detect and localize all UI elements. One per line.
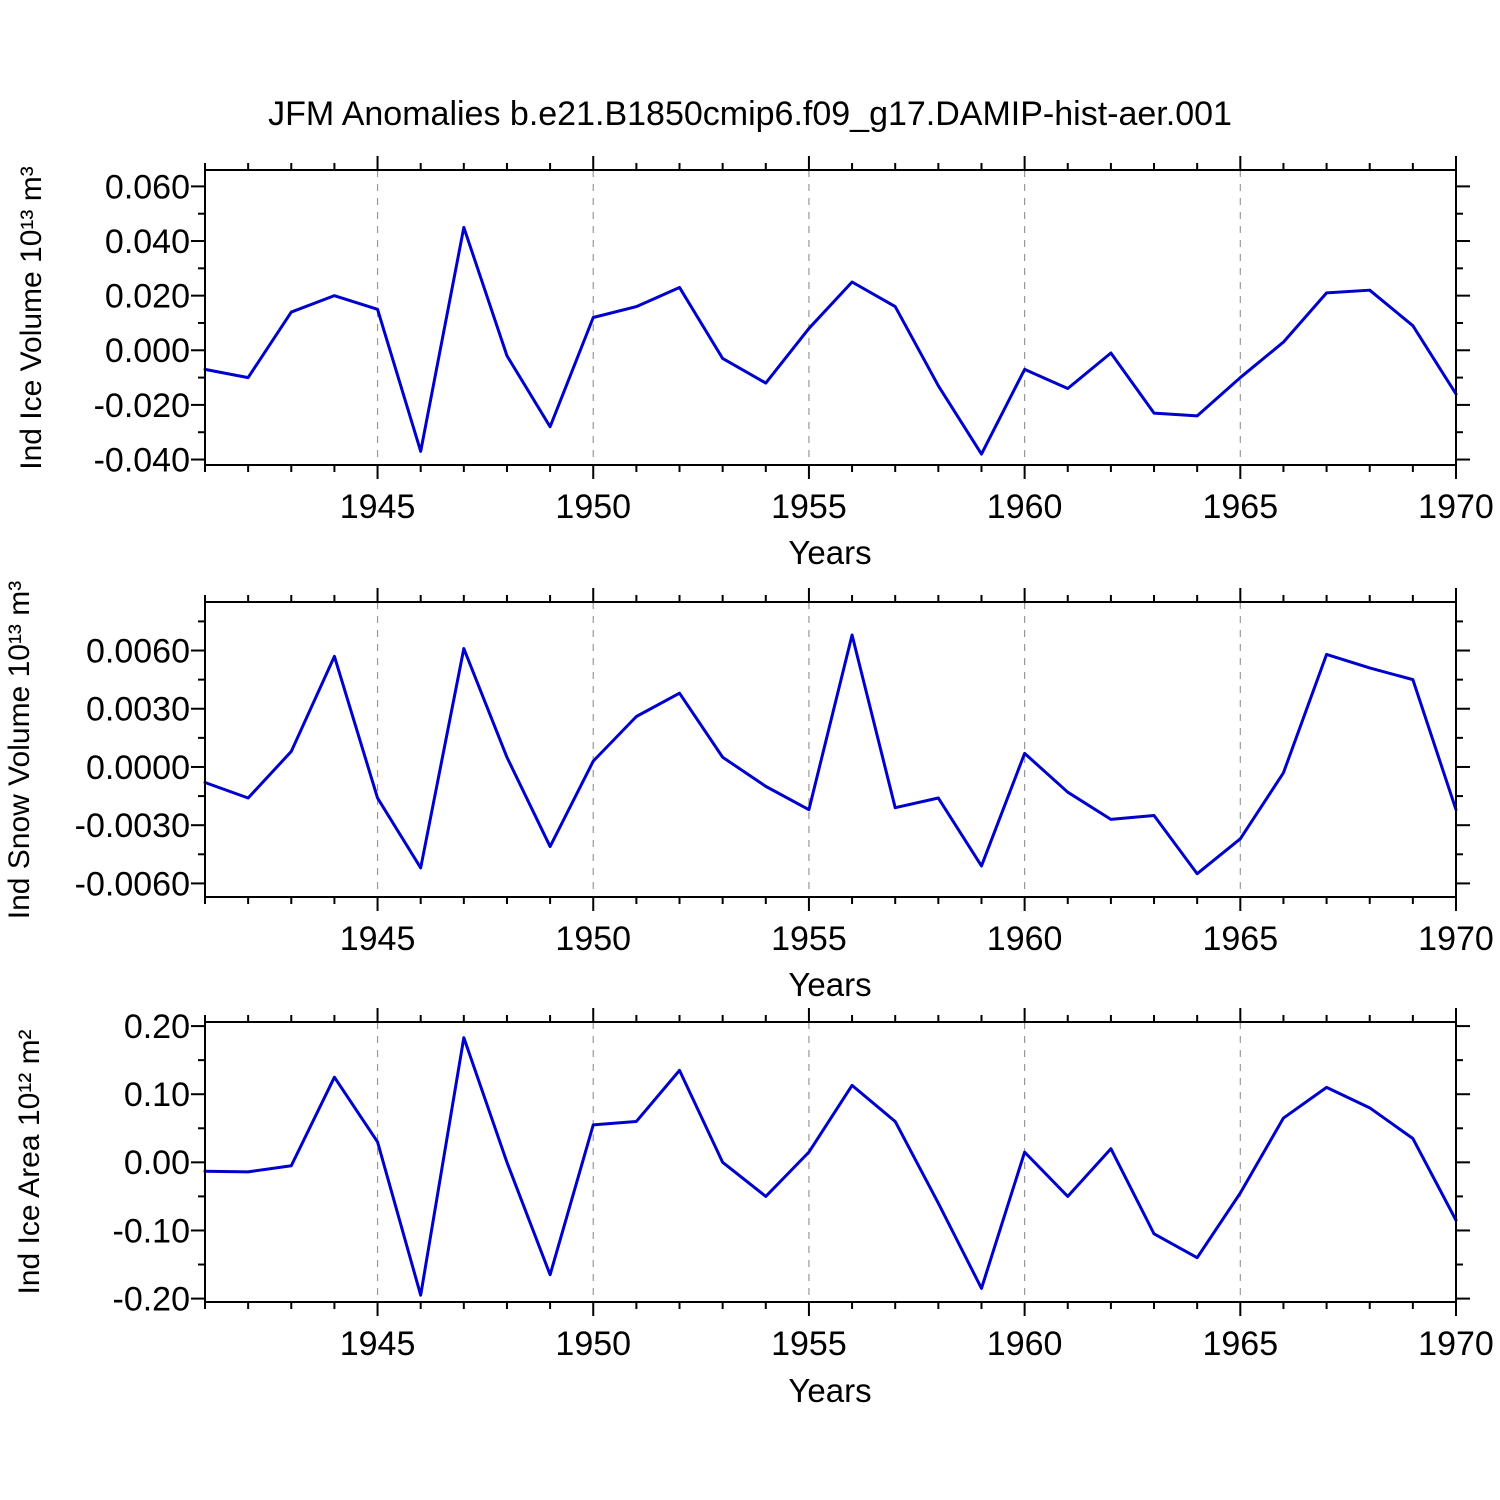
series-line bbox=[203, 1036, 1458, 1297]
y-axis-label-ice-area: Ind Ice Area 10¹² m² bbox=[13, 1029, 46, 1295]
series-line bbox=[203, 633, 1458, 876]
y-tick-label: 0.020 bbox=[105, 278, 190, 316]
x-tick-label: 1955 bbox=[771, 920, 847, 958]
x-tick-label: 1970 bbox=[1418, 1325, 1494, 1363]
series-line bbox=[203, 225, 1458, 456]
x-tick-label: 1945 bbox=[340, 920, 416, 958]
y-tick-label: 0.10 bbox=[124, 1076, 190, 1114]
y-tick-label: -0.0060 bbox=[75, 865, 190, 903]
axes-box bbox=[204, 169, 1457, 466]
x-tick-label: 1965 bbox=[1202, 1325, 1278, 1363]
axes-box bbox=[204, 601, 1457, 898]
y-tick-label: 0.000 bbox=[105, 332, 190, 370]
panel-1-ice-volume: 1945 1950 1955 1960 1965 1970 0.060 0.040 0.020 0… bbox=[94, 156, 1494, 526]
x-tick-label: 1960 bbox=[987, 488, 1063, 526]
x-tick-label: 1950 bbox=[555, 920, 631, 958]
x-axis-label-3: Years bbox=[788, 1372, 872, 1409]
x-tick-label: 1945 bbox=[340, 488, 416, 526]
y-tick-label: 0.040 bbox=[105, 223, 190, 261]
axes-box bbox=[204, 1021, 1457, 1303]
x-tick-label: 1955 bbox=[771, 1325, 847, 1363]
panel-3-ice-area: 1945 1950 1955 1960 1965 1970 0.20 0.10 0.00 -0.1… bbox=[113, 1008, 1494, 1363]
x-tick-label: 1970 bbox=[1418, 488, 1494, 526]
y-tick-label: 0.20 bbox=[124, 1008, 190, 1046]
x-tick-label: 1950 bbox=[555, 488, 631, 526]
panel-2-snow-volume: 1945 1950 1955 1960 1965 1970 0.0060 0.0030 0.00… bbox=[75, 588, 1494, 958]
y-tick-label: 0.060 bbox=[105, 168, 190, 206]
x-axis-label-2: Years bbox=[788, 966, 872, 1003]
y-axis-label-ice-volume: Ind Ice Volume 10¹³ m³ bbox=[15, 166, 48, 470]
chart-title: JFM Anomalies b.e21.B1850cmip6.f09_g17.D… bbox=[268, 95, 1232, 133]
y-axis-label-snow-volume: Ind Snow Volume 10¹³ m³ bbox=[3, 580, 36, 920]
y-tick-label: 0.0000 bbox=[86, 749, 190, 787]
x-tick-label: 1965 bbox=[1202, 920, 1278, 958]
x-axis-label-1: Years bbox=[788, 534, 872, 571]
y-tick-label: -0.040 bbox=[94, 441, 190, 479]
x-tick-label: 1955 bbox=[771, 488, 847, 526]
y-tick-label: -0.020 bbox=[94, 387, 190, 425]
x-tick-label: 1950 bbox=[555, 1325, 631, 1363]
y-tick-label: 0.0060 bbox=[86, 632, 190, 670]
x-tick-label: 1960 bbox=[987, 920, 1063, 958]
x-tick-label: 1945 bbox=[340, 1325, 416, 1363]
x-tick-label: 1960 bbox=[987, 1325, 1063, 1363]
x-tick-label: 1970 bbox=[1418, 920, 1494, 958]
y-tick-label: -0.10 bbox=[113, 1212, 191, 1250]
y-tick-label: 0.00 bbox=[124, 1144, 190, 1182]
y-tick-label: -0.0030 bbox=[75, 807, 190, 845]
x-tick-label: 1965 bbox=[1202, 488, 1278, 526]
y-tick-label: 0.0030 bbox=[86, 691, 190, 729]
y-tick-label: -0.20 bbox=[113, 1280, 191, 1318]
